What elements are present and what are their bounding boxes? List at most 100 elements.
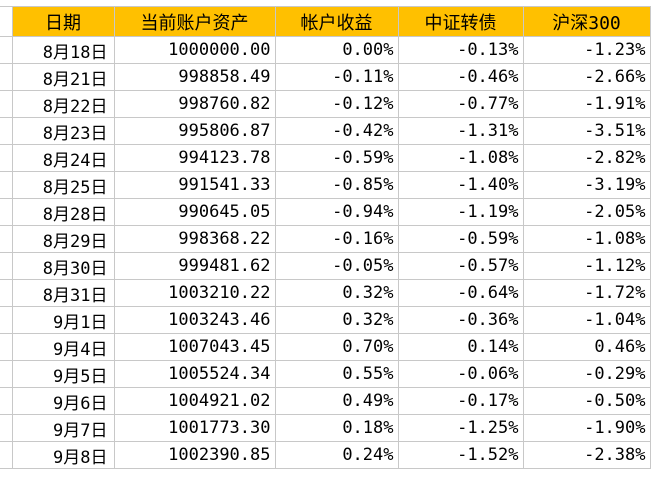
date-cell: 9月7日	[11, 414, 115, 442]
table-row: 9月1日 1003243.46 0.32% -0.36% -1.04%	[0, 306, 651, 334]
blank-cell	[0, 441, 13, 469]
value-cell: 999481.62	[113, 252, 276, 280]
value-cell: -0.13%	[397, 36, 524, 64]
table-row: 8月24日 994123.78 -0.59% -1.08% -2.82%	[0, 144, 651, 172]
table-row: 8月30日 999481.62 -0.05% -0.57% -1.12%	[0, 252, 651, 280]
value-cell: -1.40%	[397, 171, 524, 199]
value-cell: 0.24%	[274, 441, 399, 469]
value-cell: 0.49%	[274, 387, 399, 415]
value-cell: 990645.05	[113, 198, 276, 226]
value-cell: -3.51%	[522, 117, 651, 145]
value-cell: 0.32%	[274, 279, 399, 307]
value-cell: -0.59%	[397, 225, 524, 253]
header-cell: 日期	[11, 6, 115, 37]
blank-cell	[0, 90, 13, 118]
date-cell: 8月28日	[11, 198, 115, 226]
table-row: 9月5日 1005524.34 0.55% -0.06% -0.29%	[0, 360, 651, 388]
value-cell: -0.12%	[274, 90, 399, 118]
value-cell: -1.08%	[397, 144, 524, 172]
blank-cell	[0, 333, 13, 361]
value-cell: -1.90%	[522, 414, 651, 442]
table-row: 9月6日 1004921.02 0.49% -0.17% -0.50%	[0, 387, 651, 415]
value-cell: -1.31%	[397, 117, 524, 145]
date-cell: 8月30日	[11, 252, 115, 280]
value-cell: 0.55%	[274, 360, 399, 388]
blank-cell	[0, 225, 13, 253]
value-cell: 998760.82	[113, 90, 276, 118]
value-cell: -0.16%	[274, 225, 399, 253]
table-row: 8月25日 991541.33 -0.85% -1.40% -3.19%	[0, 171, 651, 199]
header-cell: 当前账户资产	[113, 6, 276, 37]
value-cell: -0.85%	[274, 171, 399, 199]
header-cell: 沪深300	[522, 6, 651, 37]
value-cell: 1007043.45	[113, 333, 276, 361]
blank-cell	[0, 198, 13, 226]
value-cell: 995806.87	[113, 117, 276, 145]
data-table: 日期 当前账户资产 帐户收益 中证转债 沪深300 8月18日 1000000.00 0.0…	[0, 6, 651, 469]
value-cell: -1.91%	[522, 90, 651, 118]
value-cell: -2.38%	[522, 441, 651, 469]
value-cell: 1005524.34	[113, 360, 276, 388]
date-cell: 8月25日	[11, 171, 115, 199]
table-row: 8月31日 1003210.22 0.32% -0.64% -1.72%	[0, 279, 651, 307]
date-cell: 8月31日	[11, 279, 115, 307]
table-row: 8月28日 990645.05 -0.94% -1.19% -2.05%	[0, 198, 651, 226]
value-cell: 1001773.30	[113, 414, 276, 442]
date-cell: 8月23日	[11, 117, 115, 145]
date-cell: 8月22日	[11, 90, 115, 118]
table-row: 9月8日 1002390.85 0.24% -1.52% -2.38%	[0, 441, 651, 469]
value-cell: -1.23%	[522, 36, 651, 64]
value-cell: -1.25%	[397, 414, 524, 442]
value-cell: -3.19%	[522, 171, 651, 199]
value-cell: 1002390.85	[113, 441, 276, 469]
date-cell: 9月8日	[11, 441, 115, 469]
value-cell: -0.64%	[397, 279, 524, 307]
value-cell: 1004921.02	[113, 387, 276, 415]
value-cell: -1.08%	[522, 225, 651, 253]
value-cell: 0.18%	[274, 414, 399, 442]
blank-cell	[0, 144, 13, 172]
value-cell: -0.57%	[397, 252, 524, 280]
value-cell: 998368.22	[113, 225, 276, 253]
value-cell: -0.46%	[397, 63, 524, 91]
date-cell: 9月5日	[11, 360, 115, 388]
value-cell: -0.59%	[274, 144, 399, 172]
date-cell: 9月6日	[11, 387, 115, 415]
value-cell: -1.52%	[397, 441, 524, 469]
value-cell: 0.14%	[397, 333, 524, 361]
value-cell: 1003243.46	[113, 306, 276, 334]
date-cell: 8月21日	[11, 63, 115, 91]
date-cell: 9月1日	[11, 306, 115, 334]
table-row: 8月23日 995806.87 -0.42% -1.31% -3.51%	[0, 117, 651, 145]
table-row: 8月22日 998760.82 -0.12% -0.77% -1.91%	[0, 90, 651, 118]
value-cell: -2.82%	[522, 144, 651, 172]
value-cell: 0.32%	[274, 306, 399, 334]
value-cell: 0.00%	[274, 36, 399, 64]
value-cell: -0.50%	[522, 387, 651, 415]
value-cell: 991541.33	[113, 171, 276, 199]
blank-cell	[0, 252, 13, 280]
date-cell: 8月29日	[11, 225, 115, 253]
table-row: 8月21日 998858.49 -0.11% -0.46% -2.66%	[0, 63, 651, 91]
value-cell: 994123.78	[113, 144, 276, 172]
value-cell: -1.19%	[397, 198, 524, 226]
header-cell: 中证转债	[397, 6, 524, 37]
value-cell: 1000000.00	[113, 36, 276, 64]
header-row: 日期 当前账户资产 帐户收益 中证转债 沪深300	[0, 6, 651, 37]
blank-cell	[0, 6, 13, 37]
value-cell: -0.17%	[397, 387, 524, 415]
blank-cell	[0, 117, 13, 145]
blank-cell	[0, 36, 13, 64]
page: 日期 当前账户资产 帐户收益 中证转债 沪深300 8月18日 1000000.00 0.0…	[0, 6, 656, 481]
value-cell: -1.72%	[522, 279, 651, 307]
blank-cell	[0, 306, 13, 334]
value-cell: -2.66%	[522, 63, 651, 91]
date-cell: 8月18日	[11, 36, 115, 64]
blank-cell	[0, 387, 13, 415]
table-body: 8月18日 1000000.00 0.00% -0.13% -1.23% 8月21日 998…	[0, 36, 651, 469]
header-cell: 帐户收益	[274, 6, 399, 37]
blank-cell	[0, 360, 13, 388]
value-cell: -1.04%	[522, 306, 651, 334]
value-cell: -0.06%	[397, 360, 524, 388]
value-cell: -0.36%	[397, 306, 524, 334]
